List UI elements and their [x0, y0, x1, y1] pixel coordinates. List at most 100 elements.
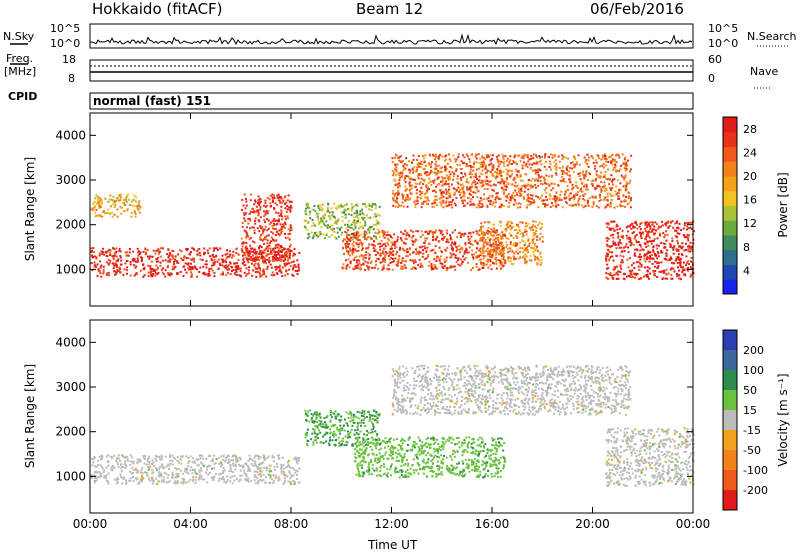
echo-cell — [317, 235, 319, 238]
echo-cell — [636, 273, 639, 275]
echo-cell — [646, 241, 649, 244]
echo-cell — [410, 229, 413, 232]
echo-cell — [176, 261, 179, 264]
echo-cell — [539, 196, 542, 199]
echo-cell — [537, 168, 540, 171]
echo-cell — [212, 476, 215, 479]
echo-cell — [283, 202, 286, 205]
echo-cell — [530, 202, 533, 205]
echo-cell — [129, 463, 132, 466]
echo-cell — [500, 181, 503, 184]
echo-cell — [440, 204, 443, 207]
echo-cell — [518, 191, 521, 194]
echo-cell — [264, 236, 266, 239]
echo-cell — [253, 248, 255, 251]
echo-cell — [417, 155, 420, 157]
echo-cell — [496, 172, 499, 175]
echo-cell — [487, 255, 490, 257]
echo-cell — [509, 241, 512, 244]
echo-cell — [353, 219, 356, 222]
echo-cell — [210, 267, 213, 270]
echo-cell — [640, 263, 643, 266]
echo-cell — [603, 181, 606, 184]
echo-cell — [319, 204, 321, 207]
echo-cell — [486, 204, 489, 207]
echo-cell — [208, 247, 211, 250]
echo-cell — [594, 179, 597, 182]
echo-cell — [506, 182, 509, 185]
echo-cell — [456, 177, 459, 180]
echo-cell — [402, 166, 405, 169]
echo-cell — [405, 238, 408, 241]
echo-cell — [440, 196, 443, 199]
echo-cell — [257, 262, 260, 265]
echo-cell — [222, 470, 225, 473]
echo-cell — [113, 254, 116, 257]
echo-cell — [412, 158, 415, 161]
echo-cell — [542, 176, 545, 179]
echo-cell — [481, 231, 484, 234]
echo-cell — [644, 224, 647, 226]
echo-cell — [100, 250, 103, 253]
echo-cell — [479, 165, 482, 168]
echo-cell — [492, 166, 495, 169]
echo-cell — [345, 209, 348, 212]
echo-cell — [416, 197, 419, 200]
echo-cell — [549, 160, 551, 163]
echo-cell — [441, 229, 444, 232]
echo-cell — [415, 230, 418, 232]
echo-cell — [296, 462, 299, 465]
echo-cell — [152, 471, 155, 474]
echo-cell — [498, 264, 501, 267]
echo-cell — [481, 205, 484, 208]
echo-cell — [362, 213, 365, 216]
echo-cell — [349, 262, 352, 265]
echo-cell — [409, 169, 412, 172]
echo-cell — [122, 477, 125, 480]
echo-cell — [531, 247, 533, 250]
echo-cell — [247, 258, 250, 261]
echo-cell — [355, 231, 358, 234]
echo-cell — [509, 174, 512, 177]
echo-cell — [272, 232, 275, 235]
echo-cell — [242, 241, 245, 244]
echo-cell — [445, 197, 448, 200]
echo-cell — [398, 257, 401, 260]
echo-cell — [530, 157, 533, 160]
echo-cell — [672, 248, 675, 251]
echo-cell — [254, 222, 257, 225]
echo-cell — [160, 480, 163, 483]
echo-cell — [245, 204, 248, 207]
echo-cell — [493, 243, 496, 246]
echo-cell — [639, 222, 642, 225]
echo-cell — [498, 197, 500, 200]
echo-cell — [187, 264, 190, 267]
echo-cell — [621, 261, 624, 264]
echo-cell — [255, 465, 258, 468]
echo-cell — [507, 205, 510, 208]
echo-cell — [126, 272, 128, 275]
echo-cell — [230, 270, 233, 272]
echo-cell — [134, 212, 137, 215]
echo-cell — [569, 180, 572, 183]
echo-cell — [420, 177, 423, 180]
echo-cell — [397, 202, 400, 205]
echo-cell — [445, 188, 448, 191]
echo-cell — [499, 259, 502, 262]
echo-cell — [381, 229, 384, 232]
echo-cell — [280, 209, 283, 212]
echo-cell — [457, 156, 460, 159]
echo-cell — [486, 156, 489, 159]
echo-cell — [293, 248, 296, 250]
echo-cell — [470, 153, 473, 156]
echo-cell — [409, 197, 412, 200]
echo-cell — [600, 181, 603, 183]
echo-cell — [247, 261, 250, 264]
echo-cell — [424, 231, 427, 233]
echo-cell — [154, 274, 157, 277]
echo-cell — [435, 267, 438, 270]
echo-cell — [426, 196, 429, 199]
echo-cell — [284, 258, 287, 261]
echo-cell — [481, 181, 484, 184]
echo-cell — [473, 162, 476, 165]
